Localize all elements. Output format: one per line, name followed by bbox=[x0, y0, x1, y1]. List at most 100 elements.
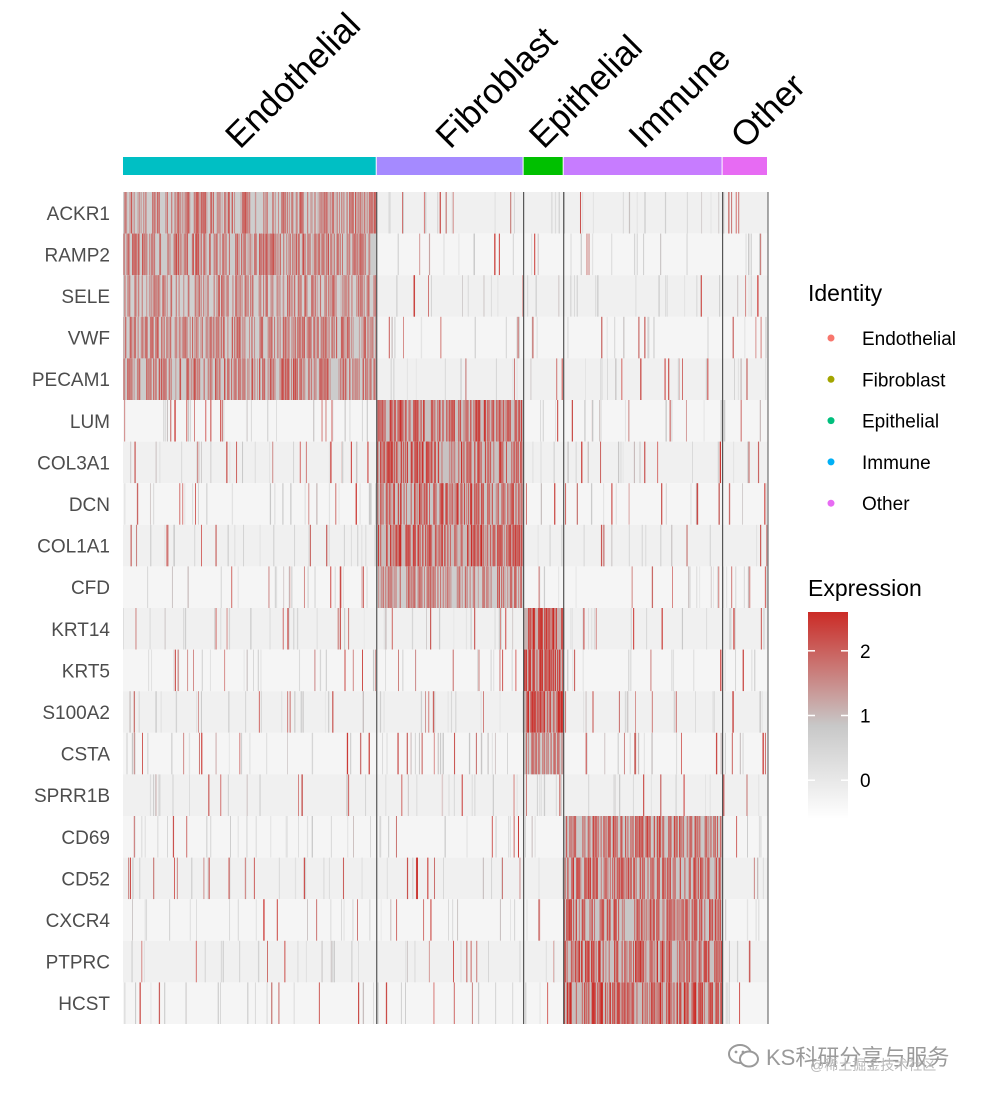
stripe bbox=[406, 732, 408, 775]
stripe bbox=[705, 358, 708, 400]
stripe bbox=[428, 940, 430, 983]
stripe bbox=[416, 400, 419, 442]
stripe bbox=[474, 524, 476, 567]
stripe bbox=[725, 982, 727, 1024]
stripe bbox=[124, 483, 126, 525]
stripe bbox=[314, 233, 315, 276]
stripe bbox=[452, 649, 454, 692]
stripe bbox=[244, 316, 246, 359]
stripe bbox=[270, 275, 272, 317]
stripe bbox=[589, 816, 591, 858]
stripe bbox=[650, 899, 652, 941]
stripe bbox=[561, 608, 563, 650]
stripe bbox=[263, 192, 265, 234]
stripe bbox=[173, 233, 175, 276]
stripe bbox=[693, 857, 696, 900]
stripe bbox=[253, 857, 255, 900]
stripe bbox=[158, 358, 160, 400]
stripe bbox=[720, 982, 722, 1024]
stripe bbox=[524, 816, 526, 858]
stripe bbox=[389, 483, 391, 525]
stripe bbox=[562, 649, 563, 692]
stripe bbox=[298, 275, 300, 317]
stripe bbox=[546, 732, 548, 775]
stripe bbox=[628, 940, 630, 983]
stripe bbox=[282, 608, 284, 650]
cell-other-PTPRC bbox=[722, 940, 768, 983]
stripe bbox=[254, 233, 256, 276]
stripe bbox=[497, 524, 498, 567]
stripe bbox=[233, 358, 235, 400]
stripe bbox=[136, 358, 139, 400]
stripe bbox=[289, 691, 291, 733]
stripe bbox=[221, 192, 223, 234]
stripe bbox=[459, 566, 460, 608]
stripe bbox=[580, 233, 582, 276]
stripe bbox=[149, 483, 151, 525]
stripe bbox=[609, 899, 611, 941]
stripe bbox=[358, 233, 360, 276]
stripe bbox=[375, 483, 376, 525]
stripe bbox=[476, 940, 478, 983]
stripe bbox=[195, 316, 197, 359]
stripe bbox=[178, 649, 180, 692]
stripe bbox=[574, 940, 576, 983]
stripe bbox=[349, 358, 350, 400]
stripe bbox=[710, 816, 712, 858]
stripe bbox=[150, 316, 152, 359]
stripe bbox=[672, 857, 674, 900]
stripe bbox=[548, 608, 550, 650]
stripe bbox=[197, 192, 199, 234]
stripe bbox=[757, 441, 760, 484]
stripe bbox=[494, 732, 496, 775]
stripe bbox=[666, 899, 668, 941]
stripe bbox=[311, 275, 313, 317]
stripe bbox=[682, 816, 684, 858]
stripe bbox=[366, 316, 369, 359]
stripe bbox=[625, 816, 626, 858]
stripe bbox=[633, 940, 634, 983]
stripe bbox=[158, 275, 160, 317]
stripe bbox=[357, 233, 359, 276]
stripe bbox=[231, 192, 232, 234]
stripe bbox=[449, 483, 451, 525]
stripe bbox=[582, 691, 585, 733]
cell-other-HCST bbox=[722, 982, 768, 1024]
stripe bbox=[226, 608, 228, 650]
stripe bbox=[582, 899, 585, 941]
stripe bbox=[383, 441, 385, 484]
stripe bbox=[250, 275, 251, 317]
stripe bbox=[314, 649, 316, 692]
stripe bbox=[637, 816, 639, 858]
stripe bbox=[602, 982, 603, 1024]
stripe bbox=[280, 358, 282, 400]
stripe bbox=[396, 441, 398, 484]
stripe bbox=[195, 940, 197, 983]
stripe bbox=[602, 940, 604, 983]
stripe bbox=[627, 816, 628, 858]
stripe bbox=[570, 608, 572, 650]
stripe bbox=[228, 691, 230, 733]
stripe bbox=[414, 566, 416, 608]
stripe bbox=[204, 275, 206, 317]
stripe bbox=[358, 275, 360, 317]
stripe bbox=[286, 233, 288, 276]
stripe bbox=[620, 816, 622, 858]
stripe bbox=[694, 857, 696, 900]
stripe bbox=[341, 192, 343, 234]
stripe bbox=[517, 441, 518, 484]
stripe bbox=[434, 691, 436, 733]
stripe bbox=[724, 732, 726, 775]
stripe bbox=[672, 566, 673, 608]
stripe bbox=[390, 899, 392, 941]
stripe bbox=[369, 358, 371, 400]
stripe bbox=[147, 566, 149, 608]
stripe bbox=[686, 192, 688, 234]
stripe bbox=[153, 233, 156, 276]
stripe bbox=[368, 732, 370, 775]
stripe bbox=[421, 441, 423, 484]
stripe bbox=[724, 400, 726, 442]
cell-other-CD52 bbox=[722, 857, 768, 900]
stripe bbox=[456, 566, 458, 608]
stripe bbox=[465, 483, 467, 525]
